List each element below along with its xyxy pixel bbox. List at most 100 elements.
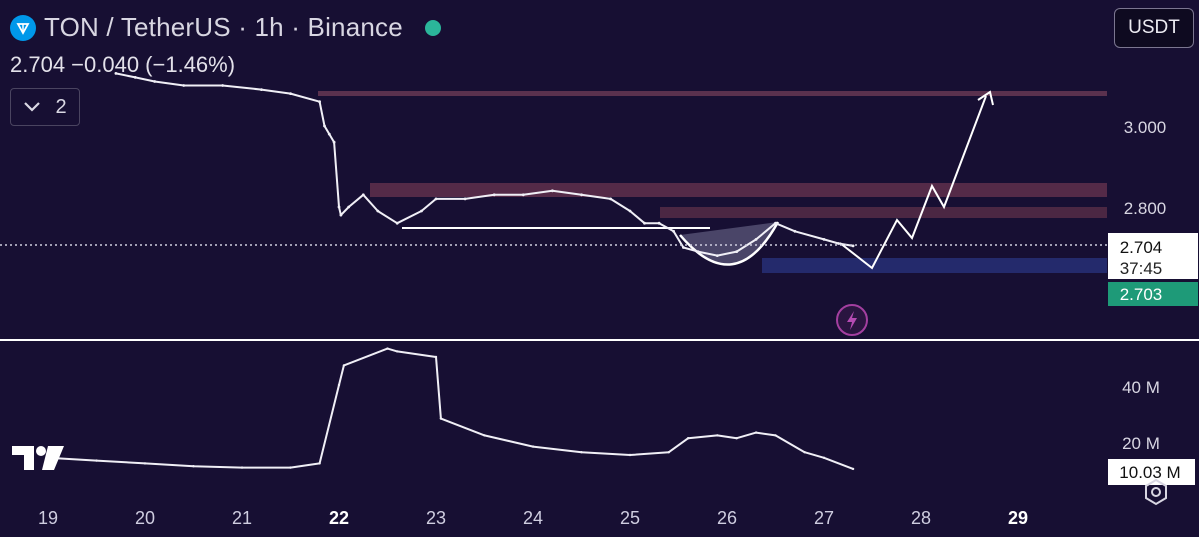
price-change: 2.704 −0.040 (−1.46%): [10, 52, 236, 77]
volume-point: [434, 355, 438, 359]
x-tick-label: 28: [911, 508, 931, 528]
current-price-label: 2.704: [1120, 238, 1163, 257]
volume-point: [580, 451, 583, 454]
x-tick-label: 27: [814, 508, 834, 528]
price-point: [851, 244, 855, 248]
price-point: [463, 197, 467, 201]
support-zone: [762, 258, 1107, 273]
market-open-indicator: [424, 19, 441, 36]
y-tick-2.800: 2.800: [1124, 199, 1167, 218]
volume-point: [396, 350, 399, 353]
price-point: [822, 238, 826, 241]
volume-point: [754, 431, 758, 434]
x-tick-label: 21: [232, 508, 252, 528]
price-point: [420, 209, 423, 213]
volume-tick-20m: 20 M: [1122, 434, 1160, 453]
volume-point: [143, 462, 147, 465]
x-tick-label: 22: [329, 508, 349, 528]
price-point: [182, 84, 186, 87]
candle-countdown: 37:45: [1120, 259, 1163, 278]
volume-point: [531, 445, 535, 448]
price-point: [332, 140, 336, 144]
price-point: [361, 193, 365, 197]
price-point: [715, 254, 719, 257]
cup-outline: [679, 221, 780, 266]
current-price-label-box: [1108, 233, 1198, 279]
volume-value-box: [1108, 459, 1195, 485]
x-tick-label: 20: [135, 508, 155, 528]
symbol-title[interactable]: TON / TetherUS · 1h · Binance: [44, 12, 403, 42]
projection-arrowhead: [977, 90, 994, 106]
ton-logo-icon: [10, 14, 36, 41]
price-series: [114, 72, 855, 257]
y-tick-3.000: 3.000: [1124, 118, 1167, 137]
volume-point: [735, 437, 738, 440]
price-point: [323, 124, 326, 128]
volume-series: [46, 347, 855, 471]
price-point: [434, 197, 438, 201]
volume-line: [47, 347, 854, 470]
volume-point: [289, 466, 292, 469]
price-point: [327, 132, 331, 136]
price-point: [580, 193, 583, 197]
price-point: [347, 205, 351, 209]
volume-point: [439, 417, 443, 420]
volume-value-label: 10.03 M: [1119, 463, 1180, 482]
x-tick-label: 23: [426, 508, 446, 528]
volume-point: [716, 434, 719, 437]
volume-point: [774, 434, 777, 437]
volume-point: [342, 364, 346, 367]
price-point: [492, 193, 496, 197]
volume-point: [803, 451, 806, 454]
chevron-down-icon: [24, 102, 41, 112]
volume-point: [628, 453, 632, 457]
price-point: [696, 250, 700, 254]
volume-point: [318, 462, 321, 465]
price-point: [153, 80, 157, 83]
volume-point: [386, 347, 389, 350]
projection-path: [839, 95, 987, 270]
price-point: [793, 229, 797, 233]
chart-header: TON / TetherUS · 1h · Binance: [10, 12, 441, 43]
price-point: [774, 221, 777, 225]
x-tick-label: 24: [523, 508, 543, 528]
price-point: [735, 250, 739, 254]
x-axis: 19 20 21 22 23 24 25 26 27 28 29: [38, 508, 1028, 528]
settings-gear-icon[interactable]: [1142, 478, 1170, 506]
volume-point: [687, 437, 690, 440]
price-point: [628, 209, 632, 213]
price-point: [395, 221, 399, 225]
price-point: [133, 76, 137, 79]
tradingview-logo-icon: [12, 446, 64, 470]
volume-point: [667, 451, 670, 454]
x-tick-label: 26: [717, 508, 737, 528]
price-point: [657, 221, 661, 225]
resistance-zone-lower: [660, 207, 1107, 218]
bid-price-label-box: [1108, 282, 1198, 306]
price-point: [376, 209, 380, 213]
volume-point: [822, 456, 826, 459]
price-point: [609, 197, 612, 201]
lightning-icon[interactable]: [834, 302, 870, 338]
volume-tick-40m: 40 M: [1122, 378, 1160, 397]
price-point: [521, 193, 525, 197]
price-point: [221, 84, 225, 87]
x-tick-label: 29: [1008, 508, 1028, 528]
price-point: [754, 238, 758, 241]
x-tick-label: 25: [620, 508, 640, 528]
indicator-count: 2: [55, 95, 67, 118]
volume-point: [240, 466, 244, 469]
indicators-toggle-button[interactable]: 2: [10, 88, 80, 126]
volume-point: [95, 459, 98, 462]
volume-point: [192, 465, 195, 468]
volume-point: [483, 434, 486, 437]
price-point: [339, 213, 343, 217]
price-point: [551, 189, 554, 193]
currency-button[interactable]: USDT: [1114, 8, 1194, 48]
resistance-zone-top: [318, 91, 1107, 96]
volume-point: [337, 383, 341, 387]
price-point: [682, 246, 685, 249]
resistance-zone-upper: [370, 183, 1107, 197]
price-point: [643, 221, 646, 225]
